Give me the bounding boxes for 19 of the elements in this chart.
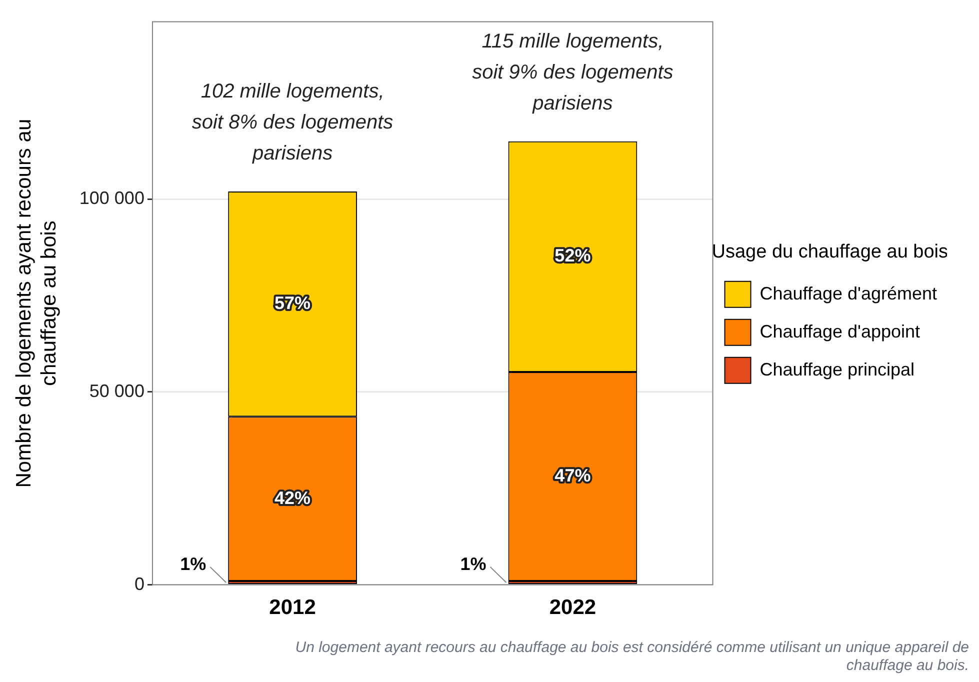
annotation: 57% (274, 293, 311, 314)
legend-title: Usage du chauffage au bois (712, 241, 948, 262)
legend-label: Chauffage d'agrément (760, 283, 938, 304)
y-tick-label: 0 (134, 574, 144, 594)
legend-label: Chauffage d'appoint (760, 321, 920, 342)
annotation: 42% (274, 488, 311, 508)
annotation: 102 mille logements, soit 8% des logements parisiens (192, 80, 394, 164)
x-tick-label: 2022 (549, 596, 596, 620)
annotation: 1% (180, 554, 206, 574)
y-axis-title: Nombre de logements ayant recours au chauffage au bois (12, 118, 61, 488)
x-tick-label: 2012 (269, 596, 316, 620)
annotation: 1% (460, 554, 486, 574)
annotation: 115 mille logements, soit 9% des logements parisiens (472, 30, 674, 114)
y-tick-label: 100 000 (79, 188, 144, 208)
y-tick-label: 50 000 (89, 380, 144, 401)
legend-label: Chauffage principal (760, 359, 915, 380)
text: Un logement ayant recours au chauffage au bois est considéré comme utilisant un unique appareil de chauffage au bois. (295, 639, 969, 674)
annotation: 52% (554, 246, 591, 266)
annotation: 47% (554, 465, 591, 486)
